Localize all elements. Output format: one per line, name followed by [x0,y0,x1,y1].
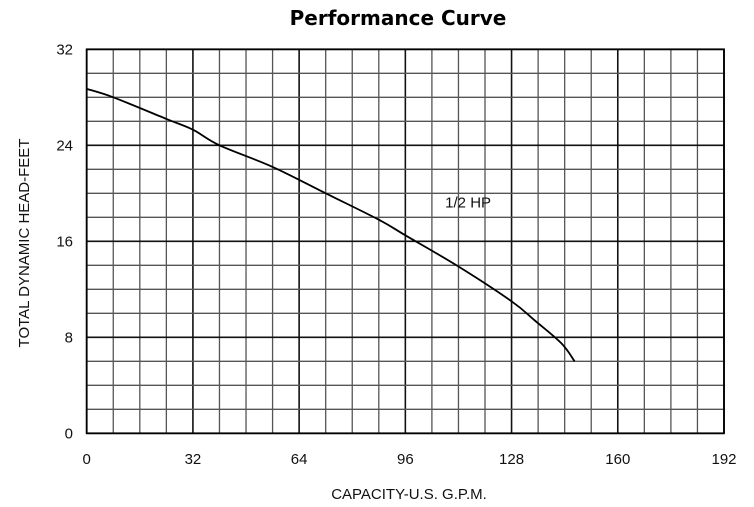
plot-border [85,48,725,435]
x-axis-label: CAPACITY-U.S. G.P.M. [331,486,487,503]
y-tick-label: 16 [56,233,73,250]
y-tick-label: 0 [65,425,73,442]
x-axis-ticks: 0 32 64 96 128 160 192 [83,451,737,468]
y-tick-label: 32 [56,41,73,58]
x-tick-label: 160 [605,451,630,468]
x-tick-label: 0 [83,451,91,468]
x-tick-label: 32 [185,451,202,468]
y-tick-label: 8 [65,329,73,346]
y-axis-label: TOTAL DYNAMIC HEAD-FEET [16,139,33,348]
x-tick-label: 192 [711,451,736,468]
x-tick-label: 128 [499,451,524,468]
y-axis-ticks: 0 8 16 24 32 [56,41,73,442]
series-line-1-2-hp [86,88,576,362]
y-tick-label: 24 [56,137,73,154]
chart-title: Performance Curve [290,6,507,30]
x-tick-label: 64 [291,451,308,468]
grid [85,48,725,435]
x-tick-label: 96 [397,451,414,468]
series-layer [86,88,576,362]
annotations: 1/2 HP [445,195,491,212]
series-label: 1/2 HP [445,195,491,212]
